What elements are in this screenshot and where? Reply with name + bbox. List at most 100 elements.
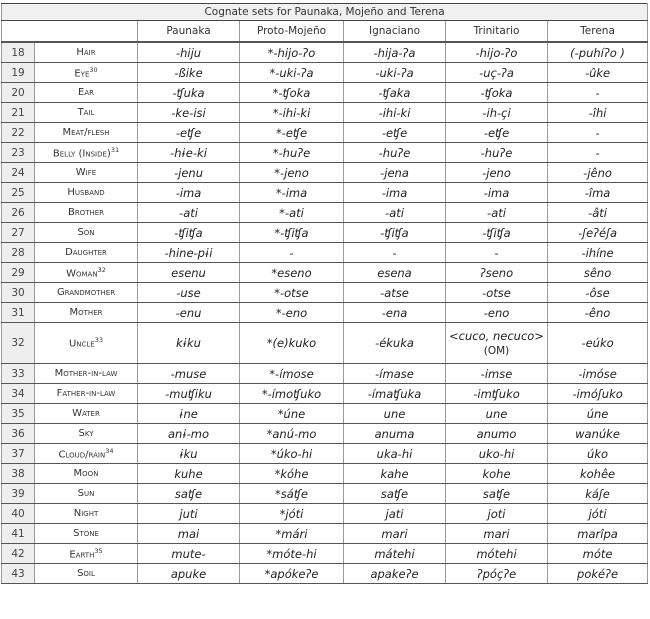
form-text: *(e)kuko: [266, 336, 317, 350]
row-number: 24: [1, 162, 35, 183]
form-cell: úne: [546, 403, 649, 424]
form-text: kahe: [380, 466, 409, 481]
form-text: -ima: [175, 185, 202, 200]
form-text: -: [392, 245, 397, 260]
row-number: 22: [1, 122, 35, 143]
form-cell: *-ati: [239, 202, 344, 223]
form-text: *-ʧoka: [272, 85, 311, 100]
row-number: 38: [1, 463, 35, 484]
form-text: -ima: [483, 185, 510, 200]
table-row: 22 Meat/flesh -eʧe *-eʧe -eʧe -eʧe -: [1, 122, 649, 143]
form-cell: *-ima: [239, 182, 344, 203]
row-number: 41: [1, 523, 35, 544]
form-cell: -jena: [343, 162, 446, 183]
gloss-cell: Brother: [34, 202, 138, 223]
form-cell: -eúko: [546, 322, 649, 364]
form-cell: -ihi-ki: [343, 102, 446, 123]
table-row: 24 Wife -jenu *-jeno -jena -jeno -jêno: [1, 162, 649, 183]
form-cell: -imse: [445, 363, 548, 384]
form-cell: -ati: [137, 202, 240, 223]
form-cell: *eseno: [239, 262, 344, 283]
gloss-cell: Daughter: [34, 242, 138, 263]
column-header: Proto-Mojeño: [239, 20, 344, 43]
form-cell: uko-hi: [445, 443, 548, 464]
form-cell: sêno: [546, 262, 649, 283]
form-text: joti: [487, 506, 506, 521]
form-cell: saʧe: [343, 483, 446, 504]
form-cell: *-ʧiʧa: [239, 222, 344, 243]
form-cell: -hɨe-ki: [137, 142, 240, 163]
form-text: -ati: [385, 205, 404, 220]
column-header: Ignaciano: [343, 20, 446, 43]
form-text: -ʧuka: [172, 85, 205, 100]
form-text: ɨne: [179, 406, 198, 421]
form-text: *-jeno: [274, 165, 309, 180]
form-cell: -hijo-ʔo: [445, 41, 548, 63]
form-text: -: [595, 145, 600, 160]
form-cell: kuhe: [137, 463, 240, 484]
form-text: *-eʧe: [275, 125, 308, 140]
form-cell: *anú-mo: [239, 423, 344, 444]
form-cell: mari: [343, 523, 446, 544]
form-text: -ûke: [584, 65, 611, 80]
form-text: anuma: [374, 426, 415, 441]
form-cell: -uki-ʔa: [343, 62, 446, 83]
form-cell: saʧe: [445, 483, 548, 504]
form-text: -eʧe: [381, 125, 408, 140]
row-number: 23: [1, 142, 35, 163]
form-text: -hiju: [175, 45, 202, 60]
form-text: -atse: [380, 285, 409, 300]
form-text: -muse: [170, 366, 207, 381]
gloss-text: Sky: [78, 428, 94, 439]
form-text: *-otse: [274, 285, 309, 300]
form-cell: -enu: [137, 302, 240, 323]
form-text: -ʧiʧa: [482, 225, 511, 240]
form-cell: -jeno: [445, 162, 548, 183]
gloss-text: Wife: [75, 167, 97, 178]
form-cell: *úne: [239, 403, 344, 424]
form-text: -huʔe: [480, 145, 513, 160]
form-cell: -hija-ʔa: [343, 41, 446, 63]
form-cell: (-puhíʔo ): [546, 41, 649, 63]
form-text: esena: [377, 265, 412, 280]
column-header: Paunaka: [137, 20, 240, 43]
gloss-cell: Night: [34, 503, 138, 524]
form-cell: -ima: [343, 182, 446, 203]
form-cell: *apókeʔe: [239, 563, 344, 584]
footnote-marker: 35: [94, 546, 103, 555]
gloss-text: Woman: [66, 268, 98, 280]
form-cell: *-ʧoka: [239, 82, 344, 103]
gloss-cell: Woman32: [34, 262, 138, 283]
form-text: -ima: [381, 185, 408, 200]
form-cell: *-eno: [239, 302, 344, 323]
form-cell: joti: [445, 503, 548, 524]
gloss-cell: Sky: [34, 423, 138, 444]
form-text: mátehi: [374, 546, 415, 561]
gloss-text: Father-in-law: [56, 388, 116, 399]
form-text: juti: [179, 506, 198, 521]
form-text: -ʧiʧa: [380, 225, 409, 240]
gloss-cell: Wife: [34, 162, 138, 183]
form-text: anumo: [476, 426, 517, 441]
form-text: uka-hi: [376, 446, 413, 461]
cognate-table: Cognate sets for Paunaka, Mojeño and Ter…: [0, 3, 649, 584]
row-number: 36: [1, 423, 35, 444]
form-cell: -ʧuka: [137, 82, 240, 103]
form-text: wanúke: [575, 426, 620, 441]
gloss-text: Meat/flesh: [62, 127, 110, 138]
form-cell: *úko-hi: [239, 443, 344, 464]
gloss-cell: Mother: [34, 302, 138, 323]
form-text: -otse: [482, 285, 511, 300]
form-text: móte: [582, 546, 613, 561]
form-cell: esenu: [137, 262, 240, 283]
form-cell: wanúke: [546, 423, 649, 444]
form-text: -hine-pɨi: [164, 245, 213, 260]
gloss-text: Tail: [77, 107, 95, 118]
footnote-marker: 32: [97, 265, 106, 274]
form-text: *-eno: [275, 305, 308, 320]
form-cell: -muʧiku: [137, 383, 240, 404]
form-text: anɨ-mo: [168, 426, 209, 441]
form-text: -: [494, 245, 499, 260]
row-number: 34: [1, 383, 35, 404]
form-text: *sáʧe: [275, 486, 308, 501]
